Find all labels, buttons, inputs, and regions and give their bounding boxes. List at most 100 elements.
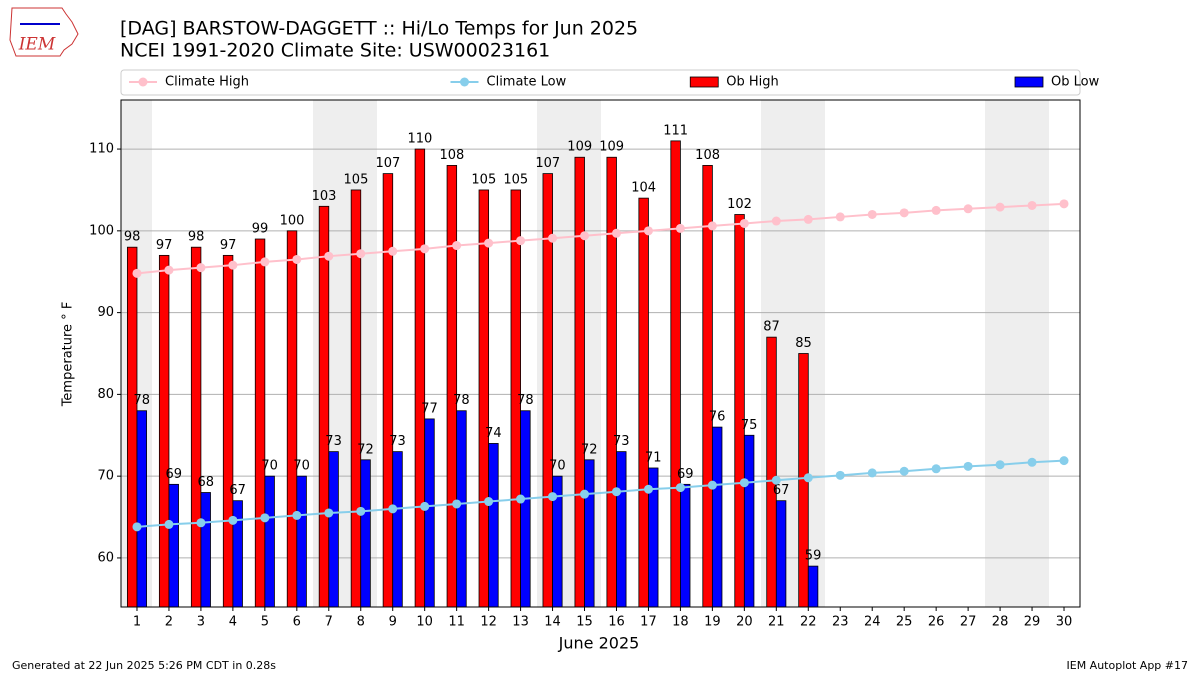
x-tick-label: 20 — [736, 615, 753, 630]
x-tick-label: 5 — [261, 615, 269, 630]
x-tick-label: 22 — [800, 615, 817, 630]
line-marker — [132, 268, 142, 278]
line-marker — [324, 251, 334, 261]
y-axis-label: Temperature ° F — [61, 302, 76, 408]
value-label: 105 — [503, 172, 528, 187]
value-label: 85 — [795, 336, 812, 351]
line-marker — [675, 223, 685, 233]
value-label: 107 — [376, 156, 401, 171]
line-marker — [484, 238, 494, 248]
bar — [200, 492, 211, 608]
x-tick-label: 30 — [1056, 615, 1073, 630]
legend-box — [120, 69, 1081, 96]
y-tick-label: 60 — [97, 550, 114, 565]
value-label: 73 — [613, 434, 630, 449]
bar — [766, 336, 777, 608]
bar — [296, 475, 307, 608]
value-label: 98 — [188, 230, 205, 245]
line-marker — [899, 466, 909, 476]
bar — [446, 165, 458, 608]
x-tick-label: 4 — [229, 615, 237, 630]
line-marker — [707, 221, 717, 231]
x-tick-label: 14 — [544, 615, 561, 630]
value-label: 72 — [581, 442, 598, 457]
logo-text: IEM — [18, 35, 56, 55]
line-marker — [867, 468, 877, 478]
line-marker — [931, 205, 941, 215]
bar — [584, 459, 595, 608]
line-marker — [707, 480, 717, 490]
bar — [286, 230, 298, 608]
line-marker — [548, 492, 558, 502]
line-marker — [388, 504, 398, 514]
logo-outline — [9, 7, 79, 57]
line-marker — [484, 497, 494, 507]
value-label: 70 — [549, 459, 566, 474]
x-tick-label: 16 — [608, 615, 625, 630]
value-label: 104 — [631, 181, 656, 196]
chart-title: [DAG] BARSTOW-DAGGETT :: Hi/Lo Temps for… — [120, 18, 638, 40]
bar — [807, 565, 819, 608]
line-marker — [739, 218, 749, 228]
line-marker — [164, 519, 174, 529]
legend-label: Climate Low — [487, 75, 567, 90]
value-label: 105 — [471, 172, 496, 187]
x-tick-label: 25 — [896, 615, 913, 630]
line — [136, 459, 1065, 528]
value-label: 111 — [663, 123, 688, 138]
line-marker — [995, 202, 1005, 212]
line-marker — [452, 241, 462, 251]
x-tick-label: 11 — [448, 615, 465, 630]
value-label: 107 — [535, 156, 560, 171]
line-marker — [835, 470, 845, 480]
plot-frame — [120, 99, 1081, 608]
x-tick-label: 17 — [640, 615, 657, 630]
x-tick-label: 12 — [480, 615, 497, 630]
bar — [126, 246, 138, 608]
bar — [702, 165, 713, 608]
legend-patch — [1014, 76, 1044, 88]
bar — [328, 451, 339, 608]
value-label: 109 — [567, 140, 592, 155]
line-marker — [516, 494, 526, 504]
x-tick-label: 15 — [576, 615, 593, 630]
bar — [360, 459, 371, 608]
weekend-band — [985, 100, 1049, 607]
legend-patch — [689, 76, 719, 88]
line-marker — [963, 461, 973, 471]
bar — [520, 410, 531, 608]
line-marker — [867, 209, 877, 219]
footer-right: IEM Autoplot App #17 — [1067, 659, 1189, 672]
value-label: 67 — [229, 483, 246, 498]
bar — [136, 410, 147, 608]
value-label: 69 — [677, 467, 694, 482]
x-tick-label: 24 — [864, 615, 881, 630]
value-label: 110 — [407, 132, 432, 147]
y-tick-label: 80 — [97, 387, 114, 402]
x-axis-label: June 2025 — [558, 634, 640, 653]
legend-marker — [460, 77, 469, 87]
bar — [743, 434, 755, 608]
line-marker — [739, 478, 749, 488]
bar — [264, 475, 275, 608]
x-tick-label: 23 — [832, 615, 849, 630]
bar — [456, 410, 467, 608]
line-marker — [356, 506, 366, 516]
line-marker — [420, 501, 430, 511]
logo: IEM — [9, 7, 79, 57]
bar — [158, 254, 170, 608]
bar — [711, 426, 723, 608]
value-label: 76 — [709, 410, 726, 425]
x-tick-label: 27 — [960, 615, 977, 630]
value-label: 75 — [741, 418, 758, 433]
chart-subtitle: NCEI 1991-2020 Climate Site: USW00023161 — [120, 40, 550, 62]
value-label: 99 — [252, 222, 269, 237]
value-label: 102 — [727, 197, 752, 212]
line-marker — [260, 513, 270, 523]
legend-marker — [138, 77, 148, 87]
line-marker — [324, 508, 334, 518]
value-label: 108 — [439, 148, 464, 163]
line-marker — [835, 212, 845, 222]
line-marker — [1059, 199, 1069, 209]
bar — [670, 140, 681, 608]
